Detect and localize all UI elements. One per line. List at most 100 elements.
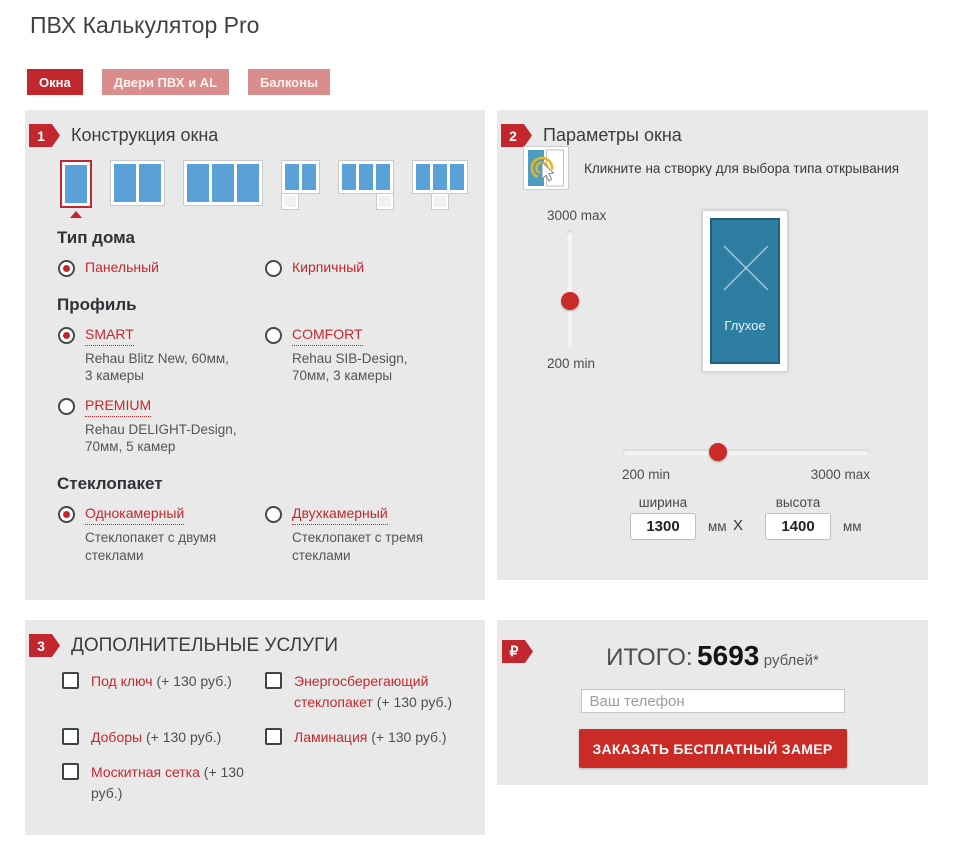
- checkbox-icon[interactable]: [265, 672, 282, 689]
- checkbox-icon[interactable]: [62, 728, 79, 745]
- tab-balconies[interactable]: Балконы: [248, 69, 331, 95]
- tab-windows[interactable]: Окна: [27, 69, 83, 95]
- page-title: ПВХ Калькулятор Pro: [30, 12, 260, 38]
- width-field-label: ширина: [638, 495, 688, 510]
- balcony-door-icon: [281, 193, 299, 210]
- checkbox-turnkey[interactable]: Под ключ (+ 130 руб.): [62, 671, 265, 692]
- click-hint-text: Кликните на створку для выбора типа откр…: [584, 160, 900, 176]
- width-slider-handle[interactable]: [709, 443, 727, 461]
- glazing-single-desc: Стеклопакет с двумя стеклами: [85, 529, 217, 563]
- pane-icon: [416, 164, 430, 190]
- radio-icon[interactable]: [58, 327, 75, 344]
- height-slider-handle[interactable]: [561, 292, 579, 310]
- width-slider-track[interactable]: [622, 449, 870, 456]
- width-slider-max-label: 3000 max: [810, 467, 870, 482]
- window-type-balcony-triple-right[interactable]: [338, 160, 394, 210]
- radio-icon[interactable]: [265, 506, 282, 524]
- fixed-sash-cross-icon: [723, 245, 769, 291]
- construction-panel: 1 Конструкция окна: [25, 110, 485, 600]
- balcony-door-icon: [376, 193, 394, 210]
- house-type-heading: Тип дома: [57, 228, 135, 247]
- height-unit-label: мм: [843, 519, 862, 534]
- window-type-balcony-double[interactable]: [281, 160, 320, 210]
- checkbox-energy-saving[interactable]: Энергосберегающий стеклопакет (+ 130 руб…: [265, 671, 485, 713]
- window-type-double[interactable]: [110, 160, 165, 206]
- pane-icon: [302, 164, 316, 190]
- height-input[interactable]: [765, 513, 831, 540]
- services-title: ДОПОЛНИТЕЛЬНЫЕ УСЛУГИ: [71, 634, 339, 656]
- checkbox-extensions[interactable]: Доборы (+ 130 руб.): [62, 727, 265, 748]
- window-type-triple[interactable]: [183, 160, 263, 206]
- pane-icon: [433, 164, 447, 190]
- window-sash[interactable]: Глухое: [710, 218, 780, 364]
- step-1-badge: 1: [29, 124, 60, 147]
- dimensions-separator: X: [733, 517, 744, 534]
- pane-icon: [376, 164, 390, 190]
- pane-icon: [212, 164, 234, 202]
- house-type-options: Панельный Кирпичный: [58, 259, 485, 277]
- height-slider-max-label: 3000 max: [547, 208, 607, 223]
- radio-profile-comfort[interactable]: COMFORT Rehau SIB-Design, 70мм, 3 камеры: [265, 326, 485, 385]
- radio-house-brick[interactable]: Кирпичный: [265, 259, 485, 277]
- total-panel: ₽ ИТОГО: 5693 рублей* ЗАКАЗАТЬ БЕСПЛАТНЫ…: [497, 620, 928, 785]
- selected-marker-icon: [70, 211, 82, 218]
- radio-icon[interactable]: [265, 260, 282, 277]
- radio-icon[interactable]: [58, 506, 75, 524]
- pane-icon: [450, 164, 464, 190]
- width-slider-min-label: 200 min: [622, 467, 671, 482]
- glazing-double-desc: Стеклопакет с тремя стеклами: [292, 529, 424, 563]
- checkbox-lamination[interactable]: Ламинация (+ 130 руб.): [265, 727, 485, 748]
- width-unit-label: мм: [708, 519, 727, 534]
- radio-profile-premium[interactable]: PREMIUM Rehau DELIGHT-Design, 70мм, 5 ка…: [58, 397, 265, 456]
- pane-icon: [285, 164, 299, 190]
- radio-icon[interactable]: [58, 260, 75, 277]
- pane-icon: [114, 164, 136, 202]
- phone-input[interactable]: [580, 689, 845, 713]
- services-options: Под ключ (+ 130 руб.) Энергосберегающий …: [62, 671, 485, 804]
- checkbox-mosquito-net[interactable]: Москитная сетка (+ 130 руб.): [62, 762, 265, 804]
- radio-profile-smart[interactable]: SMART Rehau Blitz New, 60мм, 3 камеры: [58, 326, 265, 385]
- step-3-badge: 3: [29, 634, 60, 657]
- product-tabs: Окна Двери ПВХ и AL Балконы: [27, 69, 331, 95]
- profile-heading: Профиль: [57, 295, 137, 314]
- profile-options: SMART Rehau Blitz New, 60мм, 3 камеры CO…: [58, 326, 485, 456]
- window-preview-frame: Глухое: [702, 210, 788, 372]
- radio-house-panel[interactable]: Панельный: [58, 259, 265, 277]
- tab-doors[interactable]: Двери ПВХ и AL: [101, 69, 230, 95]
- construction-title: Конструкция окна: [71, 125, 219, 145]
- window-type-balcony-triple-center[interactable]: [412, 160, 468, 210]
- checkbox-icon[interactable]: [62, 672, 79, 689]
- height-slider-min-label: 200 min: [547, 356, 596, 371]
- pane-icon: [359, 164, 373, 190]
- height-slider-track[interactable]: [561, 230, 579, 348]
- total-value: 5693: [697, 640, 760, 671]
- checkbox-icon[interactable]: [62, 763, 79, 780]
- height-field-label: высота: [775, 495, 821, 510]
- sash-type-label: Глухое: [724, 318, 766, 333]
- profile-premium-desc: Rehau DELIGHT-Design, 70мм, 5 камер: [85, 421, 237, 455]
- radio-icon[interactable]: [265, 327, 282, 344]
- profile-comfort-desc: Rehau SIB-Design, 70мм, 3 камеры: [292, 350, 408, 384]
- ruble-badge: ₽: [502, 640, 533, 663]
- window-type-selector: [60, 160, 485, 218]
- total-suffix: рублей*: [763, 652, 819, 669]
- window-type-single[interactable]: [60, 160, 92, 218]
- total-label: ИТОГО:: [606, 644, 693, 671]
- radio-glazing-double[interactable]: Двухкамерный Стеклопакет с тремя стеклам…: [265, 505, 485, 564]
- step-2-badge: 2: [501, 124, 532, 147]
- pane-icon: [342, 164, 356, 190]
- radio-glazing-single[interactable]: Однокамерный Стеклопакет с двумя стеклам…: [58, 505, 265, 564]
- parameters-title: Параметры окна: [543, 125, 682, 145]
- checkbox-icon[interactable]: [265, 728, 282, 745]
- pane-icon: [139, 164, 161, 202]
- order-measure-button[interactable]: ЗАКАЗАТЬ БЕСПЛАТНЫЙ ЗАМЕР: [578, 729, 847, 768]
- pane-icon: [237, 164, 259, 202]
- glazing-heading: Стеклопакет: [57, 474, 163, 494]
- balcony-door-icon: [431, 193, 449, 210]
- total-line: ИТОГО: 5693 рублей*: [497, 640, 928, 672]
- radio-icon[interactable]: [58, 398, 75, 416]
- click-hint-icon: [523, 146, 569, 190]
- parameters-panel: 2 Параметры окна Кликните на створку для…: [497, 110, 928, 580]
- glazing-options: Однокамерный Стеклопакет с двумя стеклам…: [58, 505, 485, 564]
- width-input[interactable]: [630, 513, 696, 540]
